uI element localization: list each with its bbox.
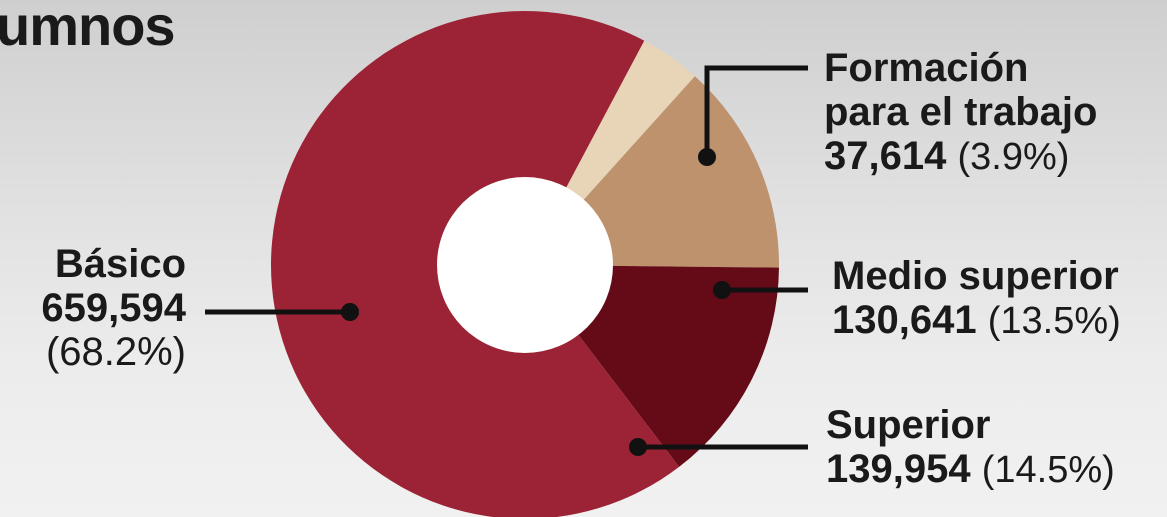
slice-name-superior: Superior bbox=[826, 403, 991, 447]
slice-percent-superior: (14.5%) bbox=[981, 449, 1115, 491]
chart-title: umnos bbox=[0, 0, 176, 57]
slice-label-medio-superior: Medio superior 130,641 (13.5%) bbox=[832, 254, 1121, 343]
leader-dot-basico bbox=[341, 303, 359, 321]
slice-name-basico: Básico bbox=[54, 242, 186, 286]
donut-hole bbox=[437, 177, 613, 353]
leader-dot-formacion bbox=[698, 148, 716, 166]
slice-percent-formacion: (3.9%) bbox=[957, 136, 1070, 178]
slice-value-basico: 659,594 bbox=[41, 286, 186, 330]
slice-percent-medio-superior: (13.5%) bbox=[987, 300, 1121, 342]
leader-line-formacion bbox=[704, 65, 808, 157]
slice-name-medio-superior: Medio superior bbox=[832, 254, 1119, 298]
slice-label-superior: Superior 139,954 (14.5%) bbox=[826, 403, 1115, 492]
slice-name-formacion-line2: para el trabajo bbox=[824, 90, 1098, 134]
slice-percent-basico: (68.2%) bbox=[45, 330, 186, 374]
slice-value-medio-superior: 130,641 bbox=[832, 298, 977, 342]
slice-label-formacion: Formación para el trabajo 37,614 (3.9%) bbox=[824, 46, 1097, 179]
slice-value-formacion: 37,614 bbox=[824, 134, 947, 178]
slice-label-basico: Básico 659,594 (68.2%) bbox=[0, 242, 186, 374]
leader-dot-superior bbox=[629, 438, 647, 456]
leader-dot-medio-superior bbox=[713, 281, 731, 299]
slice-value-superior: 139,954 bbox=[826, 447, 971, 491]
slice-name-formacion-line1: Formación bbox=[824, 46, 1029, 90]
